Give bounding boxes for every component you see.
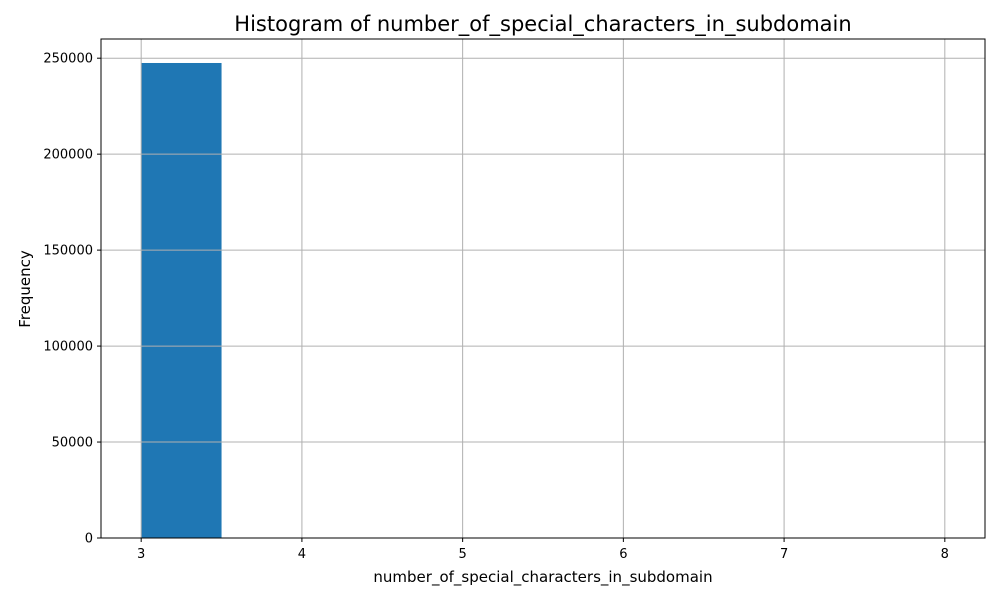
y-axis-ticks: 0 50000 100000 150000 200000 250000 xyxy=(43,52,101,547)
plot-area-frame xyxy=(100,38,986,539)
y-tick-label: 200000 xyxy=(43,148,93,163)
y-tick-label: 150000 xyxy=(43,244,93,259)
x-tick-label: 8 xyxy=(941,547,949,562)
x-tick-label: 3 xyxy=(137,547,145,562)
y-tick-label: 100000 xyxy=(43,340,93,355)
y-axis-label: Frequency xyxy=(16,250,34,328)
y-tick-label: 250000 xyxy=(43,52,93,67)
x-tick-label: 5 xyxy=(458,547,466,562)
x-tick-label: 7 xyxy=(780,547,788,562)
y-tick-label: 50000 xyxy=(52,436,93,451)
grid-lines xyxy=(101,39,985,539)
histogram-bar xyxy=(141,62,222,538)
x-tick-label: 6 xyxy=(619,547,627,562)
chart-title: Histogram of number_of_special_character… xyxy=(234,12,851,37)
x-axis-label: number_of_special_characters_in_subdomai… xyxy=(373,568,712,587)
x-axis-ticks: 3 4 5 6 7 8 xyxy=(137,538,949,562)
x-tick-label: 4 xyxy=(298,547,306,562)
histogram-bars xyxy=(141,62,222,538)
y-tick-label: 0 xyxy=(85,532,93,547)
